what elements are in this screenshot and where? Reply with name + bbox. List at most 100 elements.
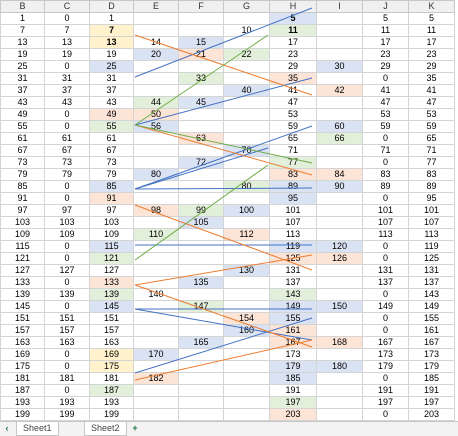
cell[interactable]: 97 bbox=[0, 204, 45, 217]
cell[interactable]: 149 bbox=[269, 300, 317, 313]
cell[interactable] bbox=[223, 12, 270, 25]
cell[interactable]: 163 bbox=[89, 336, 134, 349]
column-header[interactable]: F bbox=[178, 0, 224, 13]
cell[interactable]: 180 bbox=[316, 360, 363, 373]
cell[interactable] bbox=[316, 312, 363, 325]
cell[interactable]: 47 bbox=[269, 96, 317, 109]
cell[interactable] bbox=[133, 408, 179, 421]
cell[interactable]: 0 bbox=[362, 324, 409, 337]
cell[interactable] bbox=[178, 384, 224, 397]
cell[interactable] bbox=[178, 120, 224, 133]
cell[interactable]: 107 bbox=[408, 216, 455, 229]
cell[interactable] bbox=[316, 264, 363, 277]
cell[interactable]: 61 bbox=[44, 132, 90, 145]
spreadsheet-grid[interactable]: B C D E F G H I J K 1 0 1 5 5 5 7 7 7 10 11 11 11 13 1… bbox=[0, 0, 458, 421]
cell[interactable]: 103 bbox=[89, 216, 134, 229]
cell[interactable] bbox=[316, 348, 363, 361]
cell[interactable]: 44 bbox=[133, 96, 179, 109]
cell[interactable] bbox=[133, 144, 179, 157]
cell[interactable]: 0 bbox=[362, 192, 409, 205]
cell[interactable]: 37 bbox=[0, 84, 45, 97]
cell[interactable]: 5 bbox=[269, 12, 317, 25]
column-header[interactable]: G bbox=[223, 0, 270, 13]
cell[interactable]: 147 bbox=[178, 300, 224, 313]
cell[interactable] bbox=[178, 168, 224, 181]
cell[interactable] bbox=[316, 228, 363, 241]
cell[interactable] bbox=[133, 24, 179, 37]
cell[interactable] bbox=[178, 60, 224, 73]
cell[interactable] bbox=[316, 396, 363, 409]
cell[interactable]: 113 bbox=[362, 228, 409, 241]
cell[interactable]: 203 bbox=[269, 408, 317, 421]
cell[interactable]: 113 bbox=[408, 228, 455, 241]
cell[interactable] bbox=[316, 324, 363, 337]
cell[interactable]: 31 bbox=[44, 72, 90, 85]
cell[interactable]: 165 bbox=[178, 336, 224, 349]
cell[interactable]: 149 bbox=[362, 300, 409, 313]
cell[interactable]: 175 bbox=[89, 360, 134, 373]
cell[interactable]: 0 bbox=[44, 108, 90, 121]
cell[interactable] bbox=[178, 24, 224, 37]
cell[interactable]: 29 bbox=[408, 60, 455, 73]
cell[interactable]: 133 bbox=[0, 276, 45, 289]
cell[interactable] bbox=[178, 312, 224, 325]
cell[interactable]: 125 bbox=[269, 252, 317, 265]
cell[interactable] bbox=[178, 264, 224, 277]
cell[interactable] bbox=[316, 48, 363, 61]
column-header[interactable]: C bbox=[44, 0, 90, 13]
cell[interactable]: 17 bbox=[362, 36, 409, 49]
cell[interactable]: 85 bbox=[0, 180, 45, 193]
cell[interactable]: 35 bbox=[408, 72, 455, 85]
cell[interactable]: 179 bbox=[269, 360, 317, 373]
cell[interactable] bbox=[223, 300, 270, 313]
cell[interactable] bbox=[316, 384, 363, 397]
cell[interactable]: 91 bbox=[0, 192, 45, 205]
cell[interactable]: 0 bbox=[44, 60, 90, 73]
cell[interactable] bbox=[223, 36, 270, 49]
cell[interactable] bbox=[223, 216, 270, 229]
cell[interactable] bbox=[133, 384, 179, 397]
cell[interactable] bbox=[133, 300, 179, 313]
cell[interactable]: 125 bbox=[408, 252, 455, 265]
cell[interactable]: 11 bbox=[269, 24, 317, 37]
cell[interactable]: 97 bbox=[89, 204, 134, 217]
cell[interactable] bbox=[316, 36, 363, 49]
cell[interactable] bbox=[223, 360, 270, 373]
cell[interactable] bbox=[133, 276, 179, 289]
cell[interactable]: 173 bbox=[362, 348, 409, 361]
cell[interactable]: 193 bbox=[89, 396, 134, 409]
cell[interactable]: 101 bbox=[362, 204, 409, 217]
cell[interactable]: 0 bbox=[44, 360, 90, 373]
cell[interactable] bbox=[316, 12, 363, 25]
cell[interactable]: 61 bbox=[0, 132, 45, 145]
cell[interactable]: 137 bbox=[362, 276, 409, 289]
cell[interactable]: 126 bbox=[316, 252, 363, 265]
cell[interactable]: 41 bbox=[408, 84, 455, 97]
cell[interactable]: 0 bbox=[44, 12, 90, 25]
column-header[interactable]: I bbox=[316, 0, 363, 13]
cell[interactable]: 95 bbox=[408, 192, 455, 205]
cell[interactable]: 5 bbox=[408, 12, 455, 25]
cell[interactable]: 167 bbox=[408, 336, 455, 349]
cell[interactable]: 0 bbox=[362, 252, 409, 265]
cell[interactable]: 151 bbox=[89, 312, 134, 325]
cell[interactable]: 199 bbox=[89, 408, 134, 421]
cell[interactable]: 140 bbox=[133, 288, 179, 301]
cell[interactable] bbox=[223, 252, 270, 265]
cell[interactable]: 99 bbox=[178, 204, 224, 217]
cell[interactable]: 157 bbox=[44, 324, 90, 337]
cell[interactable]: 53 bbox=[269, 108, 317, 121]
cell[interactable]: 0 bbox=[44, 192, 90, 205]
cell[interactable]: 115 bbox=[0, 240, 45, 253]
cell[interactable]: 15 bbox=[178, 36, 224, 49]
cell[interactable]: 149 bbox=[408, 300, 455, 313]
cell[interactable] bbox=[133, 216, 179, 229]
cell[interactable]: 199 bbox=[0, 408, 45, 421]
cell[interactable]: 21 bbox=[178, 48, 224, 61]
cell[interactable]: 127 bbox=[44, 264, 90, 277]
cell[interactable]: 30 bbox=[316, 60, 363, 73]
cell[interactable]: 145 bbox=[89, 300, 134, 313]
cell[interactable]: 95 bbox=[269, 192, 317, 205]
cell[interactable]: 67 bbox=[89, 144, 134, 157]
cell[interactable]: 191 bbox=[269, 384, 317, 397]
